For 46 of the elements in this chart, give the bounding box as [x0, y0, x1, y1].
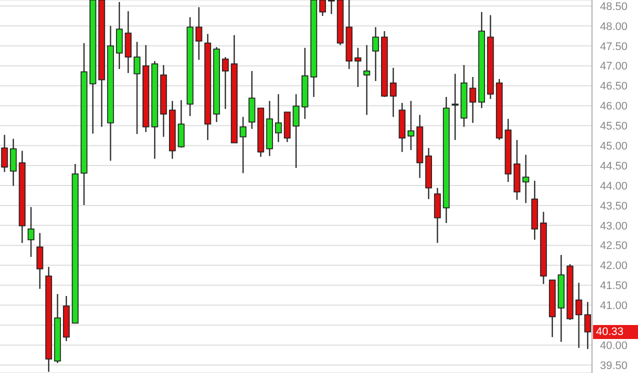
y-tick-label: 43.50	[600, 200, 628, 212]
candlestick	[275, 94, 282, 143]
y-tick-label: 41.50	[600, 280, 628, 292]
candlestick	[575, 282, 582, 349]
candlestick	[28, 206, 34, 258]
candlestick	[372, 26, 379, 82]
y-tick-label: 45.00	[600, 140, 628, 153]
candlestick	[124, 10, 132, 74]
candlestick	[222, 56, 229, 110]
candlestick	[328, 0, 335, 15]
y-tick-label: 44.00	[600, 180, 628, 192]
candlestick	[248, 70, 256, 130]
y-tick-label: 39.50	[600, 360, 628, 372]
y-tick-label: 42.00	[600, 260, 628, 272]
y-tick-label: 46.00	[600, 100, 628, 113]
y-tick-label: 47.00	[600, 60, 628, 73]
y-tick-label: 45.50	[600, 120, 628, 133]
candlestick	[354, 47, 362, 88]
candlestick	[292, 94, 300, 169]
candlestick	[584, 301, 592, 350]
candlestick	[434, 187, 441, 244]
y-tick-label: 47.50	[600, 40, 628, 53]
candlestick	[452, 73, 458, 141]
y-tick-label: 48.50	[600, 0, 628, 13]
candlestick	[178, 99, 185, 148]
candlestick	[196, 6, 202, 60]
candlestick	[363, 44, 370, 116]
candlestick	[1, 134, 8, 173]
text: 40.33	[593, 324, 638, 339]
candlestick	[390, 67, 397, 118]
y-tick-label: 41.00	[600, 300, 628, 312]
y-tick-label: 44.50	[600, 160, 628, 172]
y-tick-label: 43.00	[600, 220, 628, 232]
y-tick-label: 46.50	[600, 80, 628, 93]
candlestick	[408, 100, 414, 151]
candlestick	[469, 76, 476, 124]
y-tick-label: 40.00	[600, 340, 628, 352]
candlestick	[36, 232, 44, 290]
y-tick-label: 42.50	[600, 240, 628, 252]
candlestick	[522, 154, 530, 204]
candlestick	[116, 1, 123, 70]
candlestick	[240, 116, 246, 174]
candlestick	[10, 138, 17, 187]
candlestick	[319, 0, 326, 17]
y-tick-label: 48.00	[600, 20, 628, 33]
candlestick	[134, 41, 140, 135]
